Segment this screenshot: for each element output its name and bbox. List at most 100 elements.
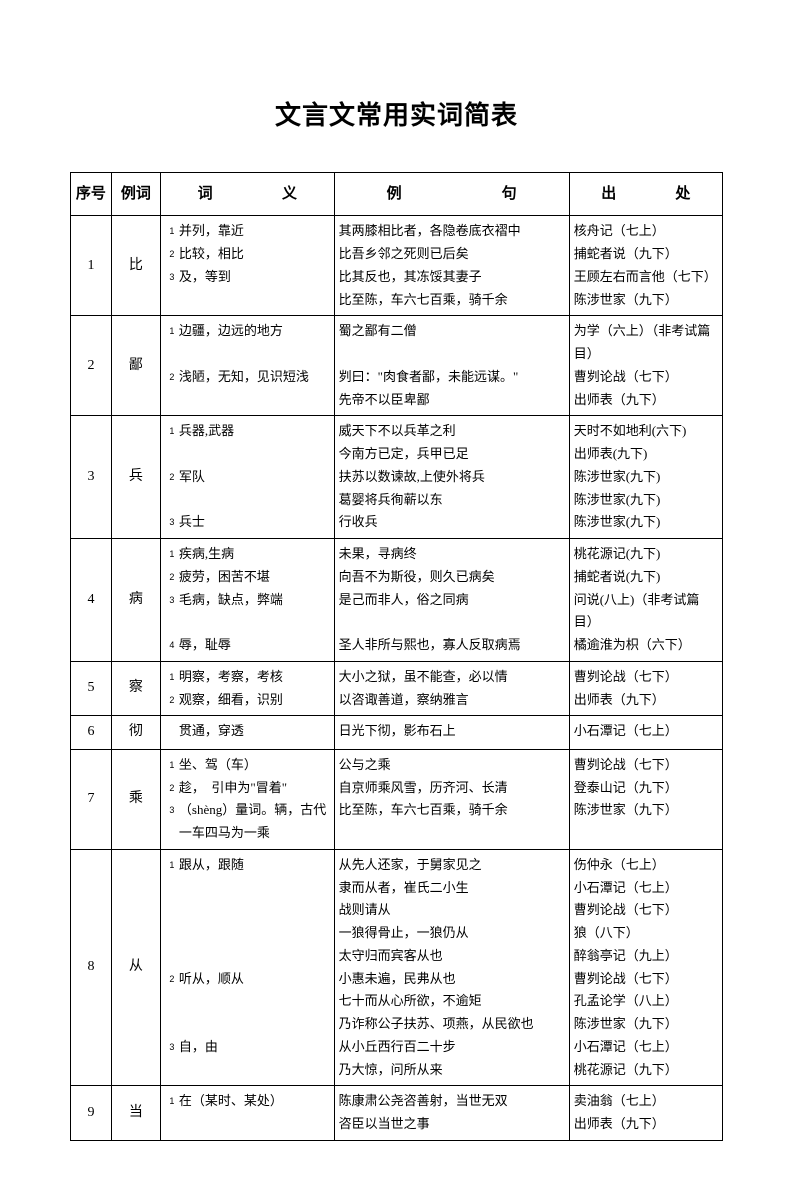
table-row: 6彻贯通，穿透日光下彻，影布石上小石潭记（七上） <box>71 716 723 750</box>
source-line: 问说(八上)（非考试篇目） <box>574 589 718 635</box>
example-line: 扶苏以数谏故,上使外将兵 <box>339 466 565 489</box>
example-line: 其两膝相比者，各隐卷底衣褶中 <box>339 220 565 243</box>
meaning-number: 2 <box>165 470 179 486</box>
example-line: 行收兵 <box>339 511 565 534</box>
example-line: 从先人还家，于舅家见之 <box>339 854 565 877</box>
cell-source: 天时不如地利(六下)出师表(九下)陈涉世家(九下)陈涉世家(九下)陈涉世家(九下… <box>569 416 722 539</box>
example-line: 威天下不以兵革之利 <box>339 420 565 443</box>
example-line: 咨臣以当世之事 <box>339 1113 565 1136</box>
header-meaning-a: 词 <box>198 181 213 207</box>
example-line: 隶而从者，崔氏二小生 <box>339 877 565 900</box>
cell-example: 公与之乘自京师乘风雪，历齐河、长清比至陈，车六七百乘，骑千余 <box>334 749 569 849</box>
source-line: 桃花源记（九下） <box>574 1059 718 1082</box>
source-line: 醉翁亭记（九上） <box>574 945 718 968</box>
source-line: 出师表（九下） <box>574 689 718 712</box>
cell-word: 从 <box>111 849 160 1086</box>
meaning-text: 听从，顺从 <box>179 968 330 991</box>
cell-example: 从先人还家，于舅家见之隶而从者，崔氏二小生战则请从一狼得骨止，一狼仍从太守归而宾… <box>334 849 569 1086</box>
cell-meaning: 1坐、驾（车）2趁， 引申为"冒着"3（shèng）量词。辆，古代一车四马为一乘 <box>160 749 334 849</box>
source-line: 核舟记（七上） <box>574 220 718 243</box>
source-line: 出师表（九下） <box>574 389 718 412</box>
meaning-text: 毛病，缺点，弊端 <box>179 589 330 612</box>
cell-example: 威天下不以兵革之利今南方已定，兵甲已足扶苏以数谏故,上使外将兵葛婴将兵徇蕲以东行… <box>334 416 569 539</box>
meaning-text <box>179 1013 330 1036</box>
source-line: 橘逾淮为枳（六下） <box>574 634 718 657</box>
example-line <box>339 343 565 366</box>
source-line: 陈涉世家（九下） <box>574 799 718 822</box>
cell-idx: 4 <box>71 539 112 662</box>
word-table: 序号 例词 词 义 例 句 出 处 <box>70 172 723 1141</box>
table-row: 3兵1兵器,武器 2军队 3兵士威天下不以兵革之利今南方已定，兵甲已足扶苏以数谏… <box>71 416 723 539</box>
source-line: 狼（八下） <box>574 922 718 945</box>
source-line: 小石潭记（七上） <box>574 720 718 743</box>
meaning-number: 1 <box>165 858 179 874</box>
cell-idx: 3 <box>71 416 112 539</box>
meaning-number: 3 <box>165 1040 179 1056</box>
table-row: 7乘1坐、驾（车）2趁， 引申为"冒着"3（shèng）量词。辆，古代一车四马为… <box>71 749 723 849</box>
source-line: 卖油翁（七上） <box>574 1090 718 1113</box>
cell-example: 其两膝相比者，各隐卷底衣褶中比吾乡邻之死则已后矣比其反也，其冻馁其妻子比至陈，车… <box>334 216 569 316</box>
cell-idx: 6 <box>71 716 112 750</box>
source-line: 天时不如地利(六下) <box>574 420 718 443</box>
example-line: 从小丘西行百二十步 <box>339 1036 565 1059</box>
source-line: 小石潭记（七上） <box>574 1036 718 1059</box>
meaning-number: 1 <box>165 424 179 440</box>
meaning-text <box>179 899 330 922</box>
source-line: 捕蛇者说(九下) <box>574 566 718 589</box>
source-line: 曹刿论战（七下） <box>574 899 718 922</box>
source-line: 伤仲永（七上） <box>574 854 718 877</box>
example-line: 七十而从心所欲，不逾矩 <box>339 990 565 1013</box>
header-example-a: 例 <box>387 181 402 207</box>
cell-meaning: 1疾病,生病2疲劳，困苦不堪3毛病，缺点，弊端 4辱，耻辱 <box>160 539 334 662</box>
cell-word: 察 <box>111 661 160 716</box>
cell-source: 小石潭记（七上） <box>569 716 722 750</box>
cell-idx: 2 <box>71 316 112 416</box>
source-line: 陈涉世家（九下） <box>574 1013 718 1036</box>
source-line: 登泰山记（九下） <box>574 777 718 800</box>
table-row: 4病1疾病,生病2疲劳，困苦不堪3毛病，缺点，弊端 4辱，耻辱未果，寻病终向吾不… <box>71 539 723 662</box>
cell-idx: 1 <box>71 216 112 316</box>
example-line: 比至陈，车六七百乘，骑千余 <box>339 799 565 822</box>
example-line: 乃诈称公子扶苏、项燕，从民欲也 <box>339 1013 565 1036</box>
table-header-row: 序号 例词 词 义 例 句 出 处 <box>71 173 723 216</box>
meaning-number: 1 <box>165 670 179 686</box>
meaning-text: 比较，相比 <box>179 243 330 266</box>
source-line: 出师表(九下) <box>574 443 718 466</box>
example-line: 小惠未遍，民弗从也 <box>339 968 565 991</box>
meaning-text <box>179 990 330 1013</box>
meaning-text: 跟从，跟随 <box>179 854 330 877</box>
meaning-text: 辱，耻辱 <box>179 634 330 657</box>
meaning-text: 军队 <box>179 466 330 489</box>
meaning-number: 1 <box>165 224 179 240</box>
cell-meaning: 1跟从，跟随 2听从，顺从 3自，由 <box>160 849 334 1086</box>
cell-word: 兵 <box>111 416 160 539</box>
cell-meaning: 1并列，靠近2比较，相比3及，等到 <box>160 216 334 316</box>
cell-word: 乘 <box>111 749 160 849</box>
example-line: 向吾不为斯役，则久已病矣 <box>339 566 565 589</box>
example-line: 未果，寻病终 <box>339 543 565 566</box>
source-line: 陈涉世家(九下) <box>574 466 718 489</box>
cell-example: 未果，寻病终向吾不为斯役，则久已病矣是己而非人，俗之同病 圣人非所与熙也，寡人反… <box>334 539 569 662</box>
header-word: 例词 <box>111 173 160 216</box>
table-row: 8从1跟从，跟随 2听从，顺从 3自，由从先人还家，于舅家见之隶而从者，崔氏二小… <box>71 849 723 1086</box>
cell-source: 核舟记（七上）捕蛇者说（九下）王顾左右而言他（七下）陈涉世家（九下） <box>569 216 722 316</box>
meaning-text: 趁， 引申为"冒着" <box>179 777 330 800</box>
cell-example: 蜀之鄙有二僧 刿曰："肉食者鄙，未能远谋。"先帝不以臣卑鄙 <box>334 316 569 416</box>
meaning-text: 贯通，穿透 <box>179 720 330 743</box>
cell-meaning: 1在（某时、某处） <box>160 1086 334 1141</box>
source-line: 陈涉世家(九下) <box>574 511 718 534</box>
meaning-text <box>179 877 330 900</box>
cell-source: 卖油翁（七上）出师表（九下） <box>569 1086 722 1141</box>
example-line: 刿曰："肉食者鄙，未能远谋。" <box>339 366 565 389</box>
meaning-number: 2 <box>165 370 179 386</box>
cell-idx: 8 <box>71 849 112 1086</box>
example-line <box>339 611 565 634</box>
header-meaning-b: 义 <box>282 181 297 207</box>
cell-idx: 9 <box>71 1086 112 1141</box>
cell-word: 彻 <box>111 716 160 750</box>
meaning-text: 边疆，边远的地方 <box>179 320 330 343</box>
cell-meaning: 贯通，穿透 <box>160 716 334 750</box>
cell-word: 鄙 <box>111 316 160 416</box>
source-line: 孔孟论学（八上） <box>574 990 718 1013</box>
source-line: 捕蛇者说（九下） <box>574 243 718 266</box>
